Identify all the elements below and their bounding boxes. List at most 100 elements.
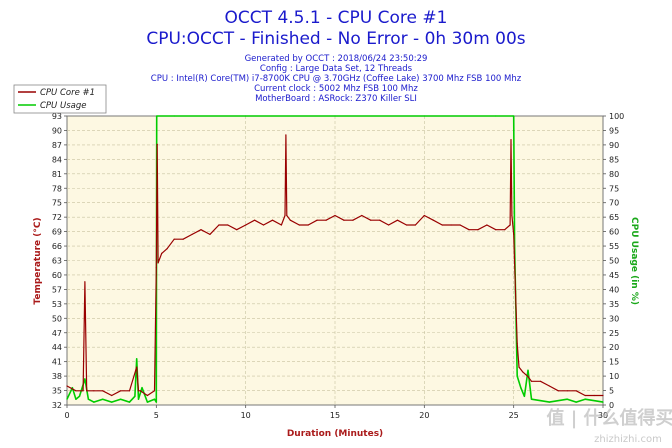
y-left-tick-label: 87: [52, 141, 62, 150]
usage-data-point: [513, 115, 515, 117]
temperature-data-point: [262, 224, 265, 226]
y-right-tick-label: 40: [609, 285, 619, 294]
temperature-data-point: [527, 376, 529, 378]
y-left-tick-label: 63: [52, 257, 62, 266]
temperature-data-point: [254, 219, 256, 221]
temperature-data-point: [82, 390, 84, 392]
y-left-tick-label: 84: [52, 155, 62, 164]
temperature-data-point: [343, 219, 345, 221]
temperature-data-point: [518, 366, 520, 368]
temperature-data-point: [325, 219, 327, 221]
temperature-data-point: [236, 229, 238, 231]
temperature-data-point: [514, 290, 517, 292]
usage-data-point: [71, 387, 73, 389]
y-left-tick-label: 35: [52, 387, 62, 396]
y-left-tick-label: 44: [52, 343, 62, 352]
grid-lines: [67, 116, 603, 405]
temperature-data-point: [136, 366, 138, 368]
y-left-tick-label: 50: [52, 314, 62, 323]
temperature-data-point: [153, 390, 156, 392]
temperature-data-point: [93, 390, 95, 392]
legend-label-cpu-usage: CPU Usage: [40, 101, 86, 111]
y-left-tick-label: 93: [52, 112, 62, 121]
usage-data-point: [575, 401, 577, 403]
y-left-tick-label: 72: [52, 213, 62, 222]
y-right-tick-label: 55: [609, 242, 619, 251]
temperature-data-point: [370, 219, 372, 221]
temperature-data-point: [432, 219, 434, 221]
watermark-url: zhizhizhi.com: [594, 434, 662, 445]
usage-data-point: [334, 115, 336, 117]
usage-data-point: [520, 387, 522, 389]
temperature-data-point: [495, 229, 497, 231]
usage-data-point: [156, 115, 158, 117]
usage-data-point: [602, 401, 604, 403]
temperature-data-point: [486, 224, 488, 226]
usage-data-point: [527, 369, 529, 371]
temperature-data-point: [361, 214, 363, 217]
usage-data-point: [111, 401, 113, 403]
x-tick-label: 25: [509, 411, 519, 420]
y-right-tick-label: 15: [609, 358, 619, 367]
chart-subtitle: CPU:OCCT - Finished - No Error - 0h 30m …: [146, 29, 525, 49]
temperature-data-point: [405, 224, 408, 226]
y-left-tick-label: 66: [52, 242, 62, 251]
usage-data-point: [93, 401, 95, 403]
temperature-data-point: [450, 224, 452, 226]
temperature-data-point: [245, 224, 247, 226]
info-generated: Generated by OCCT : 2018/06/24 23:50:29: [245, 54, 428, 64]
series-lines: [66, 115, 604, 403]
y-left-tick-label: 38: [52, 372, 62, 381]
temperature-data-point: [522, 371, 524, 373]
usage-data-point: [78, 395, 81, 397]
temperature-data-point: [602, 394, 604, 397]
y-left-tick-label: 90: [52, 126, 62, 135]
usage-data-point: [153, 398, 156, 400]
usage-data-point: [512, 115, 514, 117]
y-right-tick-label: 70: [609, 199, 619, 208]
info-current-clock: Current clock : 5002 Mhz FSB 100 Mhz: [254, 84, 418, 94]
temperature-data-point: [584, 394, 586, 397]
temperature-data-point: [423, 214, 425, 217]
temperature-data-point: [139, 390, 141, 392]
temperature-data-point: [209, 233, 211, 235]
temperature-data-point: [414, 224, 416, 226]
usage-data-point: [173, 115, 175, 117]
y-right-tick-label: 30: [609, 314, 619, 323]
temperature-data-point: [388, 224, 390, 226]
y-left-tick-label: 32: [52, 401, 62, 410]
temperature-data-point: [289, 219, 291, 221]
temperature-data-point: [516, 342, 518, 344]
temperature-data-point: [120, 390, 122, 392]
x-tick-label: 15: [330, 411, 340, 420]
temperature-data-point: [459, 224, 461, 226]
y-left-tick-label: 69: [52, 228, 62, 237]
chart-title: OCCT 4.5.1 - CPU Core #1: [225, 8, 448, 28]
y-left-tick-label: 47: [52, 329, 62, 338]
y-left-tick-label: 41: [52, 358, 62, 367]
temperature-data-point: [352, 219, 354, 221]
temperature-data-point: [156, 143, 158, 145]
y-left-tick-label: 75: [52, 199, 62, 208]
usage-data-point: [423, 115, 425, 117]
temperature-data-point: [316, 219, 318, 221]
usage-data-point: [548, 401, 551, 403]
y-right-tick-label: 65: [609, 213, 619, 222]
usage-data-point: [66, 398, 68, 400]
temperature-data-point: [513, 233, 515, 235]
temperature-data-point: [504, 229, 506, 231]
y-left-tick-label: 81: [52, 170, 62, 179]
temperature-data-point: [102, 390, 104, 392]
usage-data-point: [523, 395, 526, 397]
temperature-data-point: [157, 262, 159, 264]
info-cpu: CPU : Intel(R) Core(TM) i7-8700K CPU @ 3…: [151, 74, 522, 84]
temperature-data-point: [86, 390, 88, 392]
usage-data-point: [566, 398, 568, 400]
x-tick-label: 5: [154, 411, 159, 420]
temperature-data-point: [271, 219, 274, 221]
usage-data-point: [134, 395, 136, 397]
temperature-data-point: [218, 224, 220, 226]
temperature-data-point: [161, 252, 163, 254]
temperature-data-point: [166, 248, 168, 250]
